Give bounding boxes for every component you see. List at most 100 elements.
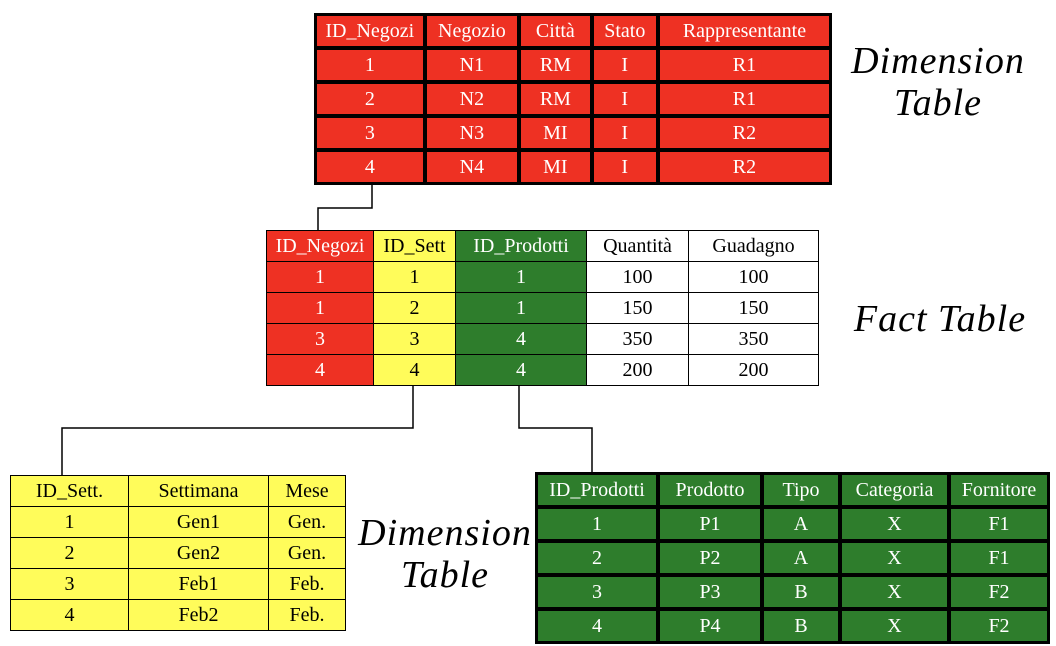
fact-row: 1 1 1 100 100 xyxy=(266,261,819,293)
negozi-cell: I xyxy=(592,117,657,149)
prodotti-cell: B xyxy=(763,576,839,608)
fact-cell: 1 xyxy=(455,261,587,293)
fact-cell: 1 xyxy=(266,292,374,324)
negozi-cell: R2 xyxy=(658,117,830,149)
prodotti-cell: P1 xyxy=(659,508,761,540)
negozi-dimension-table: ID_Negozi Negozio Città Stato Rappresentante… xyxy=(314,13,832,185)
settimane-cell: 2 xyxy=(10,537,129,569)
negozi-cell: R2 xyxy=(658,151,830,183)
fact-cell: 350 xyxy=(688,323,819,355)
settimane-cell: 1 xyxy=(10,506,129,538)
settimane-cell: Gen. xyxy=(268,506,346,538)
negozi-header-row: ID_Negozi Negozio Città Stato Rappresentante xyxy=(316,15,830,47)
prodotti-cell: X xyxy=(841,542,948,574)
fact-cell: 150 xyxy=(688,292,819,324)
negozi-cell: MI xyxy=(520,151,591,183)
prodotti-header-cell: Tipo xyxy=(763,474,839,506)
settimane-cell: 4 xyxy=(10,599,129,631)
settimane-row: 1 Gen1 Gen. xyxy=(10,506,346,538)
fact-cell: 1 xyxy=(373,261,456,293)
settimane-row: 4 Feb2 Feb. xyxy=(10,599,346,631)
fact-cell: 4 xyxy=(455,354,587,386)
negozi-row: 2 N2 RM I R1 xyxy=(316,83,830,115)
prodotti-cell: X xyxy=(841,508,948,540)
prodotti-cell: A xyxy=(763,508,839,540)
negozi-row: 4 N4 MI I R2 xyxy=(316,151,830,183)
prodotti-header-cell: Prodotto xyxy=(659,474,761,506)
settimane-header-cell: Mese xyxy=(268,475,346,507)
settimane-row: 3 Feb1 Feb. xyxy=(10,568,346,600)
bottom-dimension-label-line2: Table xyxy=(400,554,490,596)
negozi-row: 1 N1 RM I R1 xyxy=(316,49,830,81)
fact-cell: 200 xyxy=(586,354,689,386)
settimane-cell: 3 xyxy=(10,568,129,600)
fact-cell: 100 xyxy=(586,261,689,293)
prodotti-cell: 1 xyxy=(537,508,657,540)
negozi-cell: I xyxy=(592,49,657,81)
negozi-cell: N4 xyxy=(425,151,519,183)
negozi-cell: I xyxy=(592,151,657,183)
prodotti-header-cell: ID_Prodotti xyxy=(537,474,657,506)
connector-fact-settimane xyxy=(61,377,414,475)
settimane-cell: Feb1 xyxy=(128,568,269,600)
fact-cell: 100 xyxy=(688,261,819,293)
settimane-row: 2 Gen2 Gen. xyxy=(10,537,346,569)
bottom-dimension-label: Dimension Table xyxy=(345,512,545,596)
negozi-header-cell: Negozio xyxy=(425,15,519,47)
negozi-cell: 1 xyxy=(316,49,424,81)
prodotti-cell: A xyxy=(763,542,839,574)
connector-fact-prodotti xyxy=(518,377,593,472)
settimane-header-cell: ID_Sett. xyxy=(10,475,129,507)
fact-table: ID_Negozi ID_Sett ID_Prodotti Quantità Guada… xyxy=(266,230,819,386)
fact-row: 3 3 4 350 350 xyxy=(266,323,819,355)
negozi-cell: N3 xyxy=(425,117,519,149)
fact-header-cell: ID_Prodotti xyxy=(455,230,587,262)
settimane-header-row: ID_Sett. Settimana Mese xyxy=(10,475,346,507)
prodotti-cell: F1 xyxy=(950,542,1048,574)
negozi-cell: 4 xyxy=(316,151,424,183)
prodotti-cell: X xyxy=(841,576,948,608)
fact-row: 1 2 1 150 150 xyxy=(266,292,819,324)
fact-cell: 350 xyxy=(586,323,689,355)
settimane-cell: Feb. xyxy=(268,568,346,600)
negozi-header-cell: Città xyxy=(520,15,591,47)
settimane-header-cell: Settimana xyxy=(128,475,269,507)
negozi-cell: N2 xyxy=(425,83,519,115)
top-dimension-label: Dimension Table xyxy=(838,40,1038,124)
prodotti-row: 2 P2 A X F1 xyxy=(537,542,1048,574)
fact-header-cell: ID_Negozi xyxy=(266,230,374,262)
settimane-cell: Feb. xyxy=(268,599,346,631)
prodotti-cell: B xyxy=(763,610,839,642)
prodotti-header-cell: Fornitore xyxy=(950,474,1048,506)
top-dimension-label-line2: Table xyxy=(893,82,983,124)
fact-header-cell: Guadagno xyxy=(688,230,819,262)
prodotti-row: 4 P4 B X F2 xyxy=(537,610,1048,642)
negozi-cell: RM xyxy=(520,49,591,81)
settimane-dimension-table: ID_Sett. Settimana Mese 1 Gen1 Gen. 2 Gen2 Gen. 3… xyxy=(10,475,346,631)
fact-cell: 1 xyxy=(455,292,587,324)
fact-header-cell: Quantità xyxy=(586,230,689,262)
fact-cell: 4 xyxy=(373,354,456,386)
prodotti-dimension-table: ID_Prodotti Prodotto Tipo Categoria Fornitor… xyxy=(535,472,1050,644)
negozi-cell: 3 xyxy=(316,117,424,149)
negozi-cell: RM xyxy=(520,83,591,115)
prodotti-cell: F1 xyxy=(950,508,1048,540)
negozi-header-cell: Stato xyxy=(592,15,657,47)
prodotti-cell: 3 xyxy=(537,576,657,608)
fact-header-cell: ID_Sett xyxy=(373,230,456,262)
fact-cell: 4 xyxy=(455,323,587,355)
bottom-dimension-label-line1: Dimension xyxy=(358,512,532,554)
fact-cell: 4 xyxy=(266,354,374,386)
fact-header-row: ID_Negozi ID_Sett ID_Prodotti Quantità Guada… xyxy=(266,230,819,262)
prodotti-cell: 2 xyxy=(537,542,657,574)
prodotti-header-cell: Categoria xyxy=(841,474,948,506)
prodotti-cell: F2 xyxy=(950,576,1048,608)
fact-cell: 2 xyxy=(373,292,456,324)
negozi-cell: MI xyxy=(520,117,591,149)
fact-cell: 150 xyxy=(586,292,689,324)
settimane-cell: Feb2 xyxy=(128,599,269,631)
prodotti-cell: P4 xyxy=(659,610,761,642)
fact-row: 4 4 4 200 200 xyxy=(266,354,819,386)
negozi-cell: 2 xyxy=(316,83,424,115)
negozi-cell: I xyxy=(592,83,657,115)
